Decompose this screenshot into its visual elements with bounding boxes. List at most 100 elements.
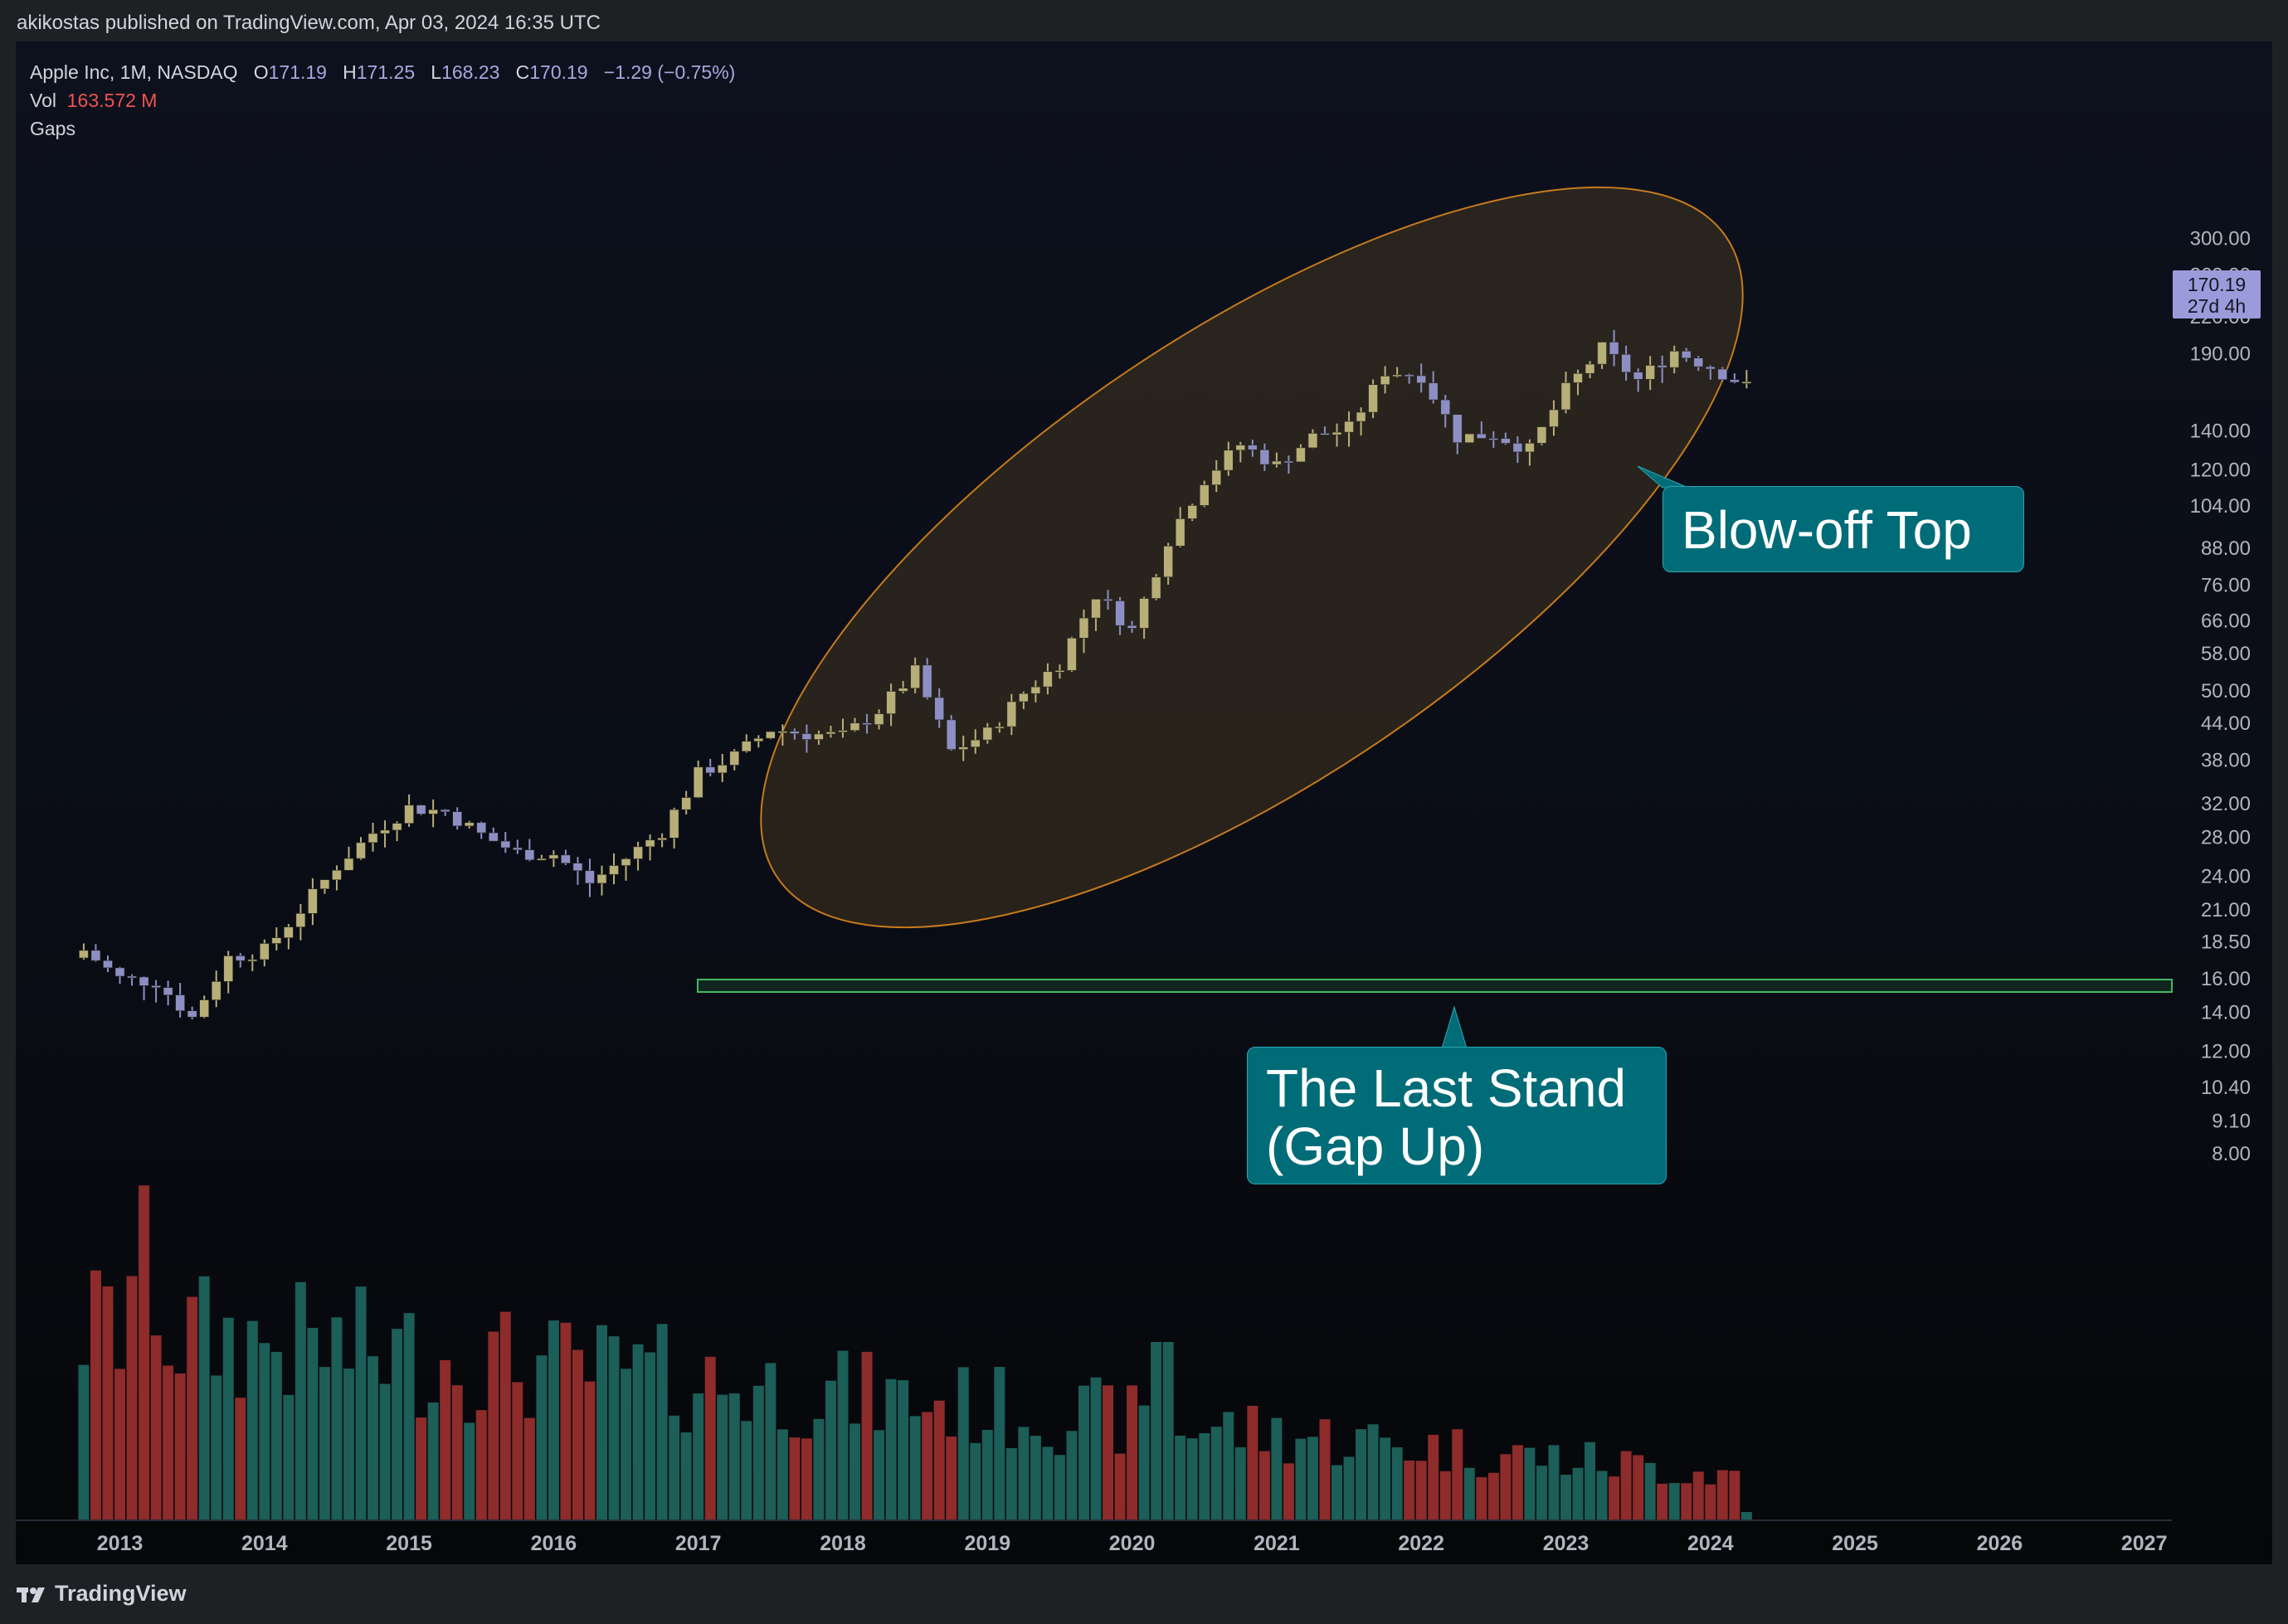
candle[interactable] — [729, 749, 740, 771]
candle[interactable] — [1741, 370, 1752, 389]
candle[interactable] — [1078, 610, 1089, 654]
candle[interactable] — [1091, 599, 1101, 631]
candle[interactable] — [1428, 371, 1439, 404]
candle[interactable] — [801, 724, 812, 753]
candle[interactable] — [513, 839, 523, 854]
candle[interactable] — [1730, 373, 1740, 384]
candle[interactable] — [284, 924, 294, 950]
candle[interactable] — [1585, 361, 1595, 379]
candle[interactable] — [1645, 356, 1655, 391]
candle[interactable] — [825, 726, 836, 738]
candle[interactable] — [1344, 411, 1354, 447]
candle[interactable] — [356, 837, 366, 860]
candle[interactable] — [596, 865, 607, 896]
candle[interactable] — [1573, 369, 1583, 396]
candle[interactable] — [1536, 426, 1547, 445]
candle[interactable] — [1657, 355, 1667, 383]
gap-zone[interactable] — [697, 979, 2173, 993]
candle[interactable] — [1175, 507, 1185, 547]
candle[interactable] — [332, 865, 342, 891]
candle[interactable] — [1549, 400, 1559, 436]
candle[interactable] — [934, 688, 944, 728]
candle[interactable] — [1669, 345, 1680, 374]
candle[interactable] — [849, 717, 860, 732]
legend-indicator[interactable]: Gaps — [30, 118, 75, 139]
candle[interactable] — [1006, 693, 1017, 736]
candle[interactable] — [910, 657, 920, 693]
candle[interactable] — [1597, 342, 1607, 369]
candle[interactable] — [1272, 452, 1282, 468]
candle[interactable] — [428, 799, 438, 828]
candle[interactable] — [1380, 366, 1390, 394]
candle[interactable] — [1259, 443, 1270, 471]
candle[interactable] — [199, 995, 209, 1019]
candle[interactable] — [741, 734, 752, 753]
candle[interactable] — [139, 976, 149, 1001]
candle[interactable] — [1139, 596, 1149, 639]
candle[interactable] — [645, 834, 655, 861]
candle[interactable] — [404, 794, 414, 827]
candle[interactable] — [1416, 363, 1426, 393]
candle[interactable] — [1187, 503, 1198, 522]
candle[interactable] — [1452, 414, 1463, 455]
tradingview-brand[interactable]: TradingView — [17, 1581, 187, 1607]
candle[interactable] — [898, 680, 908, 693]
candle[interactable] — [717, 753, 728, 782]
candle[interactable] — [1054, 664, 1065, 679]
candle[interactable] — [1043, 663, 1053, 695]
candle[interactable] — [271, 927, 282, 951]
candle[interactable] — [90, 944, 101, 962]
candle[interactable] — [103, 955, 113, 973]
candle[interactable] — [814, 730, 824, 745]
candle[interactable] — [777, 724, 788, 746]
candle[interactable] — [1706, 365, 1716, 380]
candle[interactable] — [1477, 421, 1487, 439]
candle[interactable] — [537, 854, 547, 861]
candle[interactable] — [681, 790, 691, 814]
candle[interactable] — [1307, 429, 1318, 449]
candle[interactable] — [1501, 432, 1511, 445]
candle[interactable] — [452, 807, 463, 830]
candle[interactable] — [1633, 368, 1643, 392]
candle[interactable] — [235, 953, 246, 968]
candle[interactable] — [343, 846, 354, 871]
candle[interactable] — [548, 850, 559, 868]
candle[interactable] — [476, 821, 487, 839]
candle[interactable] — [621, 858, 631, 881]
candle[interactable] — [1067, 636, 1077, 672]
candle[interactable] — [308, 878, 318, 926]
callout-blowoff-top[interactable]: Blow-off Top — [1662, 486, 2024, 572]
candle[interactable] — [753, 735, 764, 748]
candle[interactable] — [1248, 440, 1258, 457]
candle[interactable] — [223, 951, 234, 994]
candle[interactable] — [609, 853, 619, 885]
candle[interactable] — [488, 827, 499, 842]
candle[interactable] — [79, 943, 89, 960]
candle[interactable] — [790, 728, 800, 740]
candle[interactable] — [669, 807, 679, 848]
candle[interactable] — [1368, 379, 1378, 419]
candle[interactable] — [946, 715, 957, 751]
candle[interactable] — [127, 974, 137, 986]
candle[interactable] — [1296, 444, 1306, 463]
candle[interactable] — [958, 735, 969, 761]
candle[interactable] — [1440, 395, 1451, 428]
candle[interactable] — [1224, 441, 1234, 476]
chart-area[interactable] — [16, 41, 2272, 1564]
callout-last-stand[interactable]: The Last Stand (Gap Up) — [1247, 1047, 1667, 1184]
candle[interactable] — [175, 982, 185, 1018]
candle[interactable] — [1283, 455, 1294, 474]
candle[interactable] — [1331, 423, 1342, 447]
candle[interactable] — [766, 731, 776, 740]
candle[interactable] — [1211, 459, 1222, 493]
candle[interactable] — [970, 729, 981, 754]
candle[interactable] — [211, 970, 221, 1008]
candle[interactable] — [1320, 426, 1330, 435]
candle[interactable] — [440, 809, 450, 816]
candle[interactable] — [1488, 431, 1499, 449]
candle[interactable] — [524, 839, 535, 862]
candle[interactable] — [1151, 574, 1161, 600]
candle[interactable] — [657, 833, 667, 848]
candle[interactable] — [1693, 356, 1704, 372]
legend-vol-label[interactable]: Vol — [30, 90, 56, 111]
